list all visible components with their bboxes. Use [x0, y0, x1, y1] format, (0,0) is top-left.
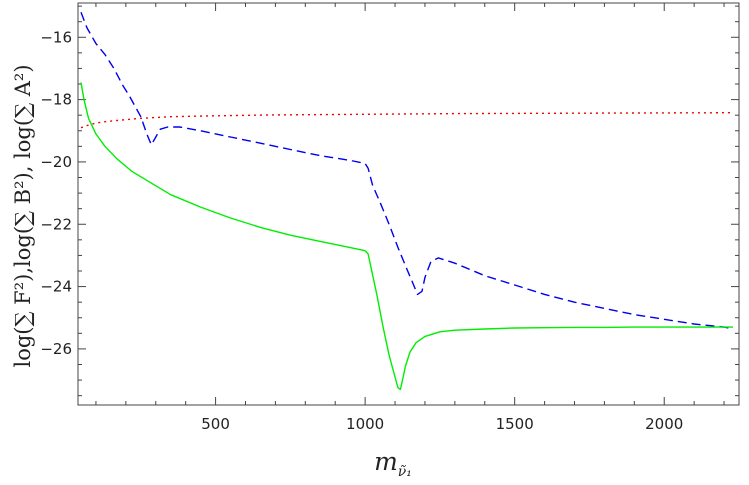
series-line-dotted [80, 112, 734, 129]
series-line-solid [80, 82, 733, 391]
series-layer [80, 12, 734, 391]
y-tick-label: −22 [40, 215, 72, 233]
x-tick-label: 1500 [496, 415, 534, 433]
x-axis-title-main: m [374, 447, 398, 476]
x-axis-title: mν̃₁ [374, 447, 412, 480]
plot-frame [77, 2, 740, 406]
y-tick-label: −20 [40, 153, 72, 171]
x-tick-label: 1000 [346, 415, 384, 433]
y-axis-title: log(∑ F²),log(∑ B²), log(∑ A²) [11, 64, 35, 367]
axis-ticks: 500 1000 1500 2000 −26 −24 −22 −20 −18 −16 [40, 3, 739, 433]
y-tick-label: −24 [40, 278, 72, 296]
x-tick-label: 2000 [645, 415, 683, 433]
y-tick-label: −26 [40, 340, 72, 358]
y-tick-label: −18 [40, 91, 72, 109]
series-line-dashed [80, 12, 734, 330]
y-tick-label: −16 [40, 28, 72, 46]
x-tick-label: 500 [201, 415, 230, 433]
x-axis-title-subscript: ν̃₁ [398, 464, 412, 480]
